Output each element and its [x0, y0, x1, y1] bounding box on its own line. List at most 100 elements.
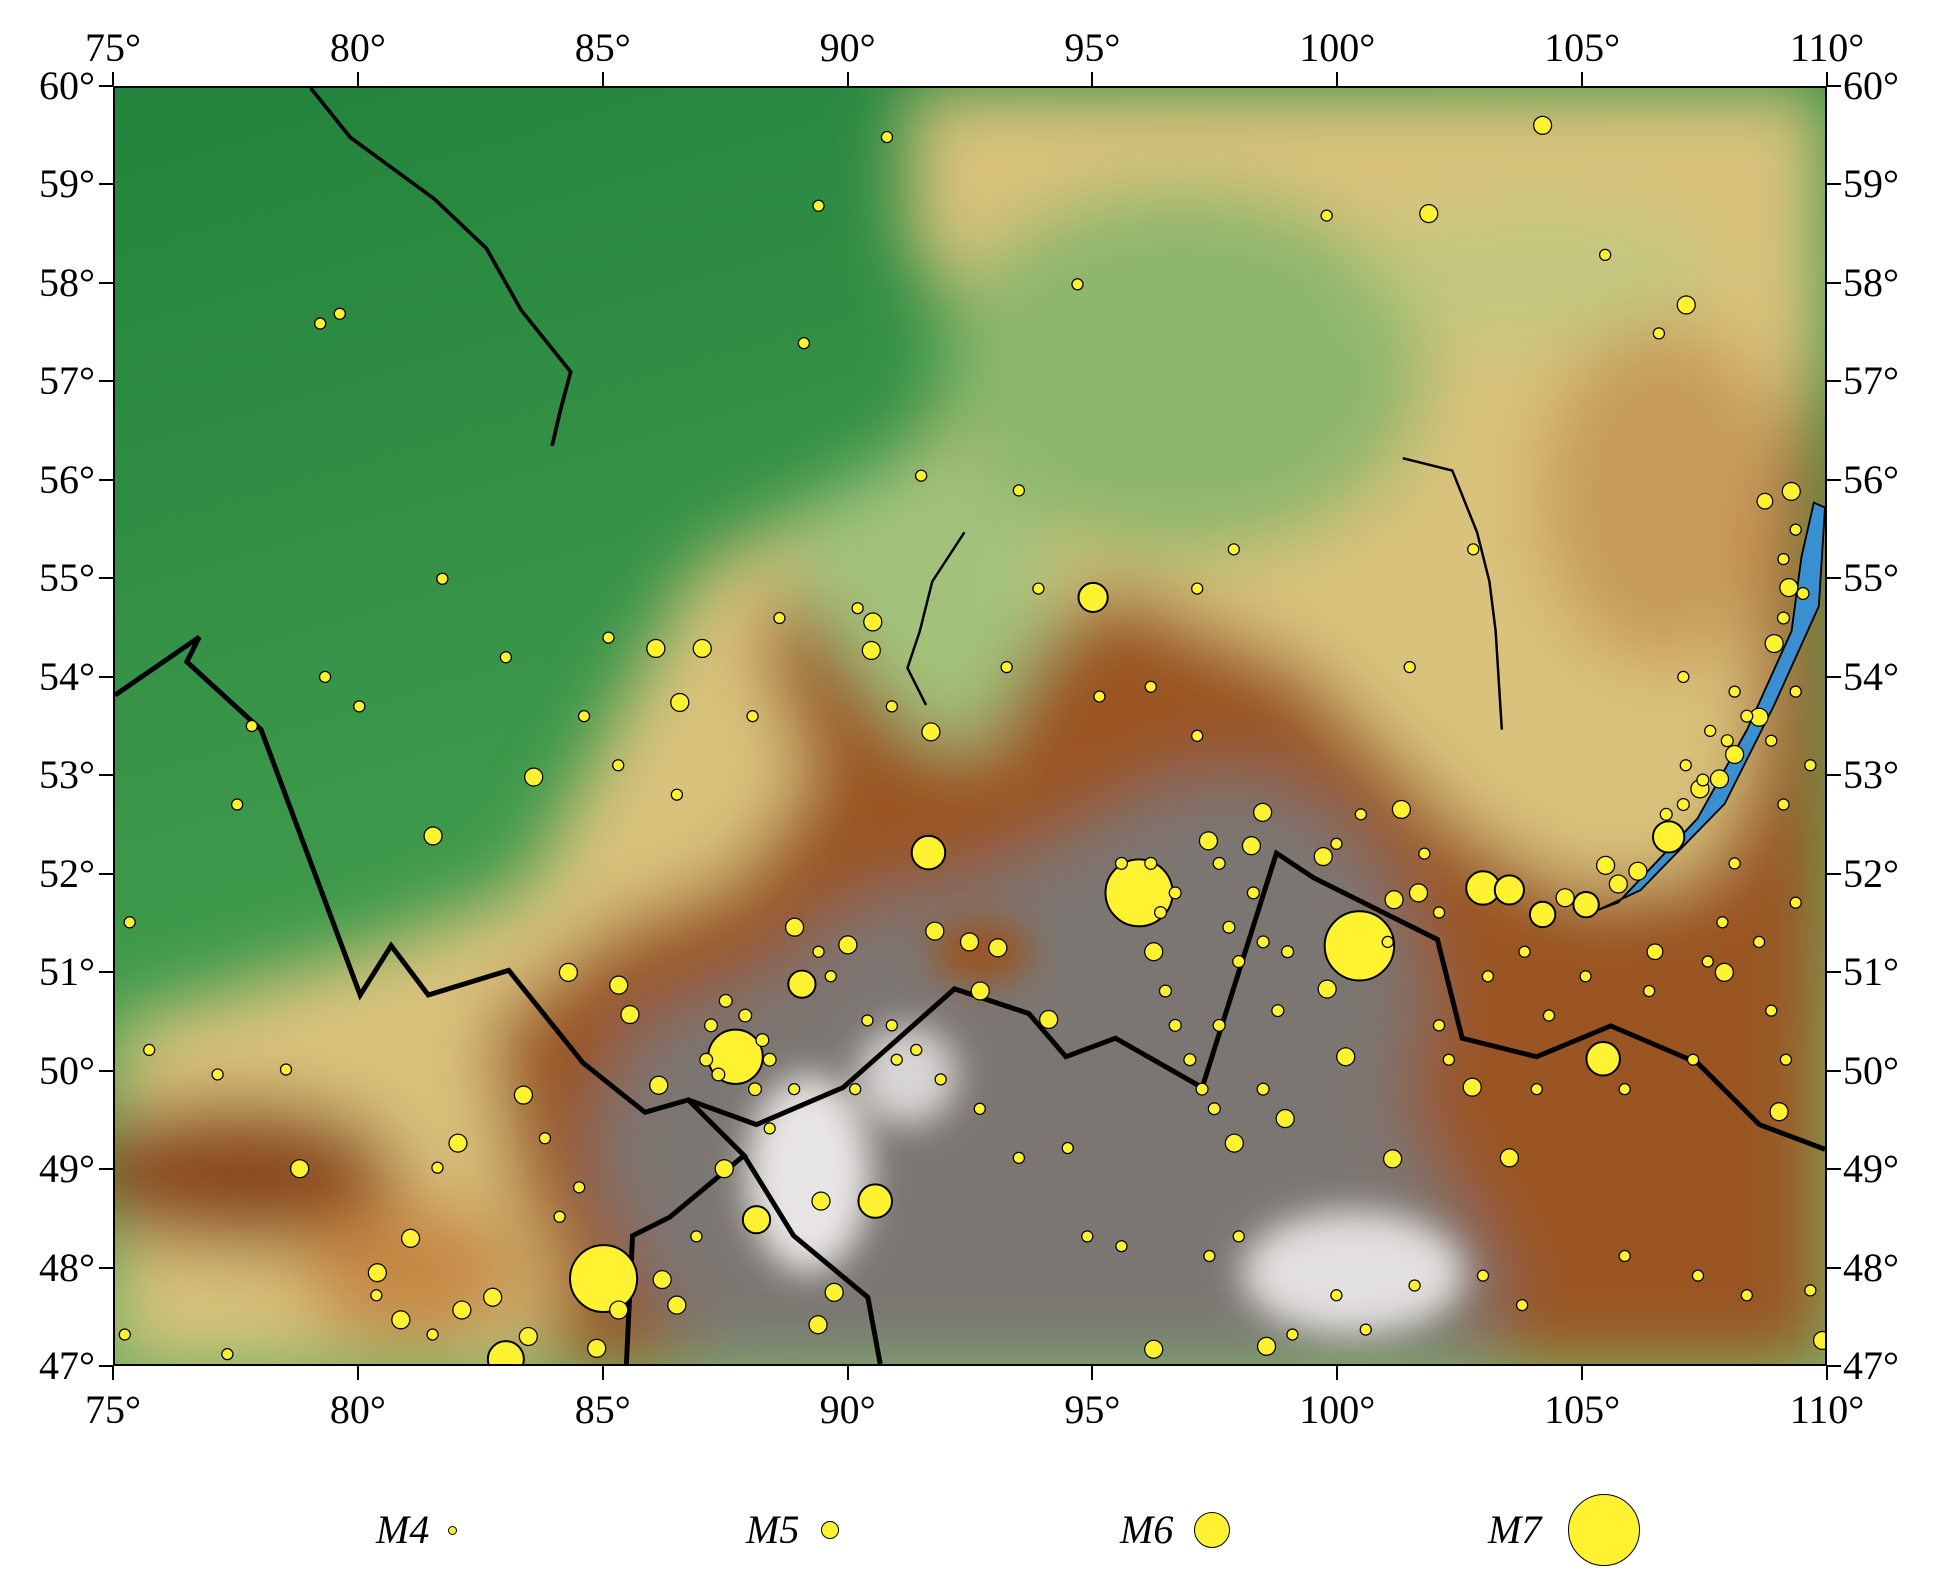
legend-circle-m6: [1194, 1512, 1230, 1548]
epicenter: [988, 938, 1008, 958]
epicenter: [518, 1326, 538, 1347]
epicenter: [558, 962, 579, 982]
epicenter: [1642, 984, 1656, 998]
epicenter: [910, 834, 947, 871]
lon-tick-bottom: [1091, 1366, 1094, 1380]
epicenter: [1532, 115, 1553, 135]
epicenter: [861, 640, 881, 660]
lon-label-bottom: 85°: [574, 1387, 631, 1432]
lat-label-right: 60°: [1843, 63, 1899, 108]
epicenter: [1232, 955, 1246, 969]
epicenter: [1796, 586, 1810, 601]
lat-tick-left: [99, 478, 113, 481]
lon-label-bottom: 80°: [329, 1387, 386, 1432]
epicenter: [1530, 1083, 1543, 1096]
epicenter: [1467, 543, 1480, 556]
epicenter: [1271, 1004, 1285, 1018]
epicenter: [808, 1315, 828, 1335]
epicenter: [1677, 670, 1690, 684]
lat-tick-right: [1827, 577, 1841, 580]
epicenter: [279, 1063, 293, 1076]
epicenter: [1776, 611, 1791, 625]
epicenter: [699, 1052, 714, 1067]
lat-label-right: 49°: [1843, 1146, 1899, 1192]
lon-tick-bottom: [1581, 1366, 1584, 1380]
epicenter: [934, 1073, 947, 1086]
epicenter: [812, 945, 825, 958]
epicenter: [863, 612, 883, 632]
epicenter: [1071, 278, 1084, 291]
epicenter: [1256, 1336, 1277, 1356]
epicenter: [1408, 1279, 1421, 1292]
lat-tick-right: [1827, 85, 1841, 87]
lon-label-top: 105°: [1544, 25, 1621, 70]
epicenter: [1769, 1102, 1789, 1122]
epicenter: [748, 1082, 763, 1097]
epicenter: [1652, 820, 1686, 854]
epicenter: [1227, 543, 1240, 556]
legend-circle-m5: [821, 1521, 839, 1539]
epicenter: [812, 199, 825, 212]
epicenter: [1330, 1289, 1343, 1302]
epicenter: [1093, 690, 1106, 703]
epicenter: [1740, 709, 1754, 723]
epicenter: [1646, 943, 1664, 961]
epicenter: [1572, 890, 1600, 919]
lat-label-left: 47°: [39, 1343, 95, 1388]
epicenter: [1323, 910, 1396, 982]
epicenter: [1779, 1053, 1793, 1066]
lat-tick-right: [1827, 774, 1841, 777]
lat-tick-left: [99, 1069, 113, 1072]
lat-tick-left: [99, 774, 113, 777]
lat-tick-right: [1827, 1069, 1841, 1072]
epicenter: [1039, 1009, 1059, 1030]
epicenter: [714, 1159, 734, 1179]
epicenter: [587, 1338, 607, 1358]
legend-circle-m7: [1568, 1494, 1640, 1566]
epicenter: [1168, 1018, 1182, 1032]
terrain-relief: [115, 88, 1825, 1364]
epicenter: [1765, 1004, 1778, 1017]
epicenter: [824, 1282, 844, 1302]
epicenter: [1789, 896, 1802, 909]
snow-peaks: [746, 1075, 871, 1273]
epicenter: [755, 1033, 770, 1048]
lat-label-left: 50°: [39, 1047, 95, 1093]
epicenter: [538, 1132, 552, 1145]
epicenter: [885, 1019, 898, 1032]
epicenter: [1418, 847, 1431, 860]
epicenter: [1740, 1289, 1753, 1302]
lat-label-right: 56°: [1843, 456, 1899, 502]
epicenter: [1752, 935, 1766, 949]
lon-tick-top: [846, 72, 849, 86]
epicenter: [1676, 797, 1690, 812]
lat-tick-right: [1827, 675, 1841, 678]
legend-label-m5: M5: [746, 1507, 800, 1552]
epicenter: [426, 1328, 439, 1341]
lat-label-right: 47°: [1843, 1343, 1899, 1388]
epicenter: [1222, 920, 1236, 934]
epicenter: [436, 572, 449, 585]
lon-label-bottom: 110°: [1789, 1387, 1865, 1432]
epicenter: [620, 1004, 640, 1025]
epicenter: [1061, 1141, 1074, 1155]
lon-label-top: 110°: [1789, 25, 1865, 70]
lon-label-bottom: 90°: [819, 1387, 876, 1432]
epicenter: [746, 710, 759, 723]
epicenter: [885, 700, 898, 713]
epicenter: [1275, 1109, 1295, 1129]
lat-label-right: 51°: [1843, 949, 1899, 995]
epicenter: [1779, 578, 1799, 598]
lon-label-top: 90°: [819, 25, 876, 70]
lat-label-right: 53°: [1843, 752, 1899, 798]
lat-tick-left: [99, 380, 113, 383]
epicenter: [1419, 204, 1439, 224]
epicenter: [448, 1133, 468, 1153]
epicenter: [1144, 942, 1164, 962]
epicenter: [1585, 1041, 1621, 1077]
lon-tick-bottom: [1336, 1366, 1339, 1380]
epicenter: [1781, 481, 1801, 501]
epicenter: [1518, 945, 1531, 958]
epicenter: [1628, 861, 1648, 881]
epicenter: [1354, 808, 1368, 821]
